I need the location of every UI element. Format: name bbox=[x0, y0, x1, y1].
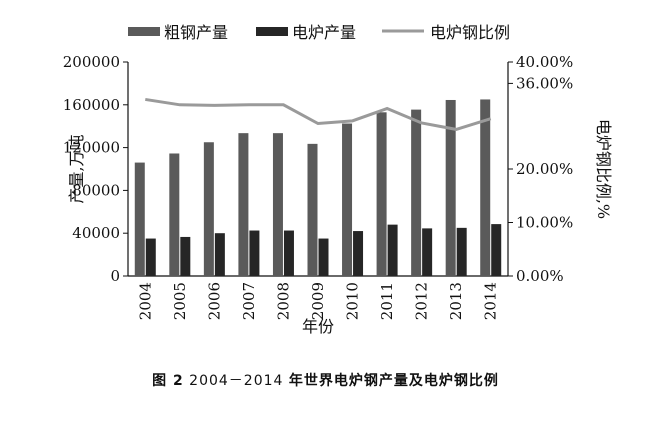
bar-eaf-steel bbox=[180, 236, 191, 276]
bar-crude-steel bbox=[307, 143, 318, 276]
y2-tick-label: 20.00% bbox=[516, 160, 573, 178]
x-tick-label: 2014 bbox=[482, 282, 500, 320]
x-tick-label: 2012 bbox=[413, 282, 431, 320]
bar-eaf-steel bbox=[214, 233, 225, 276]
x-tick-label: 2005 bbox=[171, 282, 189, 320]
bar-eaf-steel bbox=[283, 230, 294, 276]
x-tick-label: 2004 bbox=[136, 282, 154, 320]
bar-eaf-steel bbox=[249, 230, 260, 276]
x-axis-title: 年份 bbox=[302, 317, 334, 336]
bar-crude-steel bbox=[203, 142, 214, 276]
legend-swatch bbox=[128, 27, 160, 36]
y-tick-label: 80000 bbox=[72, 181, 120, 199]
y-tick-label: 160000 bbox=[63, 96, 120, 114]
bar-crude-steel bbox=[238, 133, 249, 276]
bar-crude-steel bbox=[376, 112, 387, 276]
figure-caption: 图 2 2004－2014 年世界电炉钢产量及电炉钢比例 bbox=[0, 370, 651, 390]
legend-swatch bbox=[256, 27, 288, 36]
y2-tick-label: 0.00% bbox=[516, 267, 564, 285]
x-tick-label: 2011 bbox=[378, 282, 396, 320]
legend-label: 电炉产量 bbox=[292, 23, 356, 42]
figure-number: 图 2 bbox=[152, 373, 184, 389]
x-tick-label: 2013 bbox=[447, 282, 465, 320]
x-tick-label: 2009 bbox=[309, 282, 327, 320]
y-tick-label: 40000 bbox=[72, 224, 120, 242]
x-tick-label: 2007 bbox=[240, 282, 258, 320]
bar-eaf-steel bbox=[145, 238, 156, 276]
y2-axis-title: 电炉钢比例,% bbox=[594, 119, 613, 219]
y2-tick-label: 10.00% bbox=[516, 214, 573, 232]
legend-label: 电炉钢比例 bbox=[430, 23, 510, 42]
chart: 0 40000 80000 120000 160000 200000 0.00% 10.00%… bbox=[63, 23, 613, 336]
y-axis-title: 产量,万吨 bbox=[67, 134, 86, 203]
x-tick-label: 2010 bbox=[344, 282, 362, 320]
x-tick-label: 2008 bbox=[274, 282, 292, 320]
bar-crude-steel bbox=[272, 133, 283, 276]
y-tick-label: 0 bbox=[110, 267, 120, 285]
bar-eaf-steel bbox=[353, 231, 364, 276]
bar-eaf-steel bbox=[456, 227, 467, 276]
bar-eaf-steel bbox=[491, 224, 502, 276]
bar-crude-steel bbox=[134, 162, 145, 276]
y-tick-label: 200000 bbox=[63, 53, 120, 71]
y2-tick-label: 36.00% bbox=[516, 74, 573, 92]
bar-eaf-steel bbox=[422, 228, 433, 276]
bar-crude-steel bbox=[169, 153, 180, 276]
bar-eaf-steel bbox=[318, 238, 329, 276]
bar-crude-steel bbox=[480, 99, 491, 276]
legend-label: 粗钢产量 bbox=[164, 23, 228, 42]
bar-eaf-steel bbox=[387, 224, 398, 276]
bar-crude-steel bbox=[411, 109, 422, 277]
line-eaf-ratio bbox=[145, 97, 492, 131]
y-tick-label: 120000 bbox=[63, 139, 120, 157]
chart-svg: 0 40000 80000 120000 160000 200000 0.00% 10.00%… bbox=[63, 23, 613, 336]
y2-tick-label: 40.00% bbox=[516, 53, 573, 71]
bar-crude-steel bbox=[445, 99, 456, 276]
figure-year-range: 2004－2014 bbox=[189, 373, 284, 389]
figure-title-text: 年世界电炉钢产量及电炉钢比例 bbox=[288, 373, 499, 389]
bar-crude-steel bbox=[342, 123, 353, 277]
x-tick-label: 2006 bbox=[205, 282, 223, 320]
